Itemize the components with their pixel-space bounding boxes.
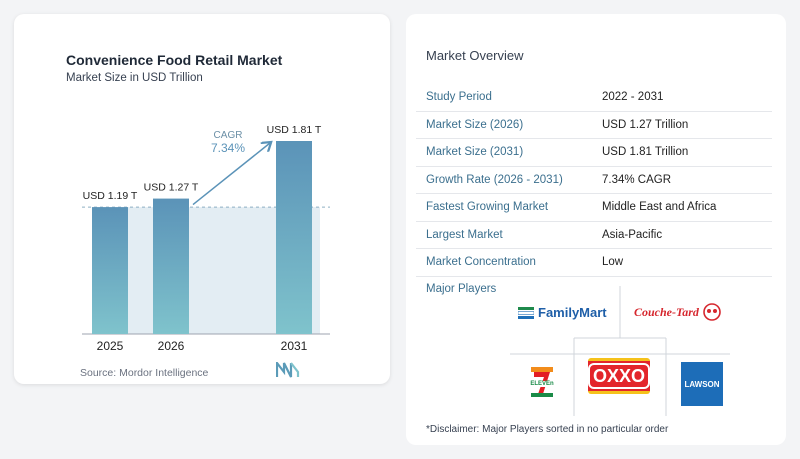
bar-2026 (153, 198, 189, 334)
overview-table: Study Period 2022 - 2031 Market Size (202… (416, 84, 772, 277)
couche-tard-logo: Couche-Tard (634, 303, 722, 321)
lawson-logo: LAWSON (681, 362, 723, 406)
seven-eleven-icon (530, 367, 554, 397)
data-label-2025: USD 1.19 T (83, 190, 138, 202)
source-note: Source: Mordor Intelligence (80, 367, 209, 379)
oxxo-logo: OXXO (588, 358, 651, 394)
data-label-2031: USD 1.81 T (267, 124, 322, 136)
bar-2031 (276, 141, 312, 334)
owl-icon (703, 303, 721, 321)
familymart-logo: FamilyMart (518, 305, 607, 320)
chart-title: Convenience Food Retail Market (66, 52, 283, 68)
cagr-label: CAGR (214, 130, 243, 141)
cagr-value: 7.34% (211, 141, 245, 155)
major-players-title: Major Players (426, 283, 497, 295)
table-row: Study Period 2022 - 2031 (416, 84, 772, 112)
data-label-2026: USD 1.27 T (144, 182, 199, 194)
players-grid (510, 286, 730, 416)
familymart-stripes-icon (518, 306, 534, 319)
mordor-logo-icon (276, 362, 300, 378)
table-row: Growth Rate (2026 - 2031) 7.34% CAGR (416, 166, 772, 194)
x-tick-2031: 2031 (281, 339, 308, 353)
seven-eleven-logo: ELEVEn (528, 367, 556, 399)
table-row: Market Size (2031) USD 1.81 Trillion (416, 138, 772, 167)
overview-title: Market Overview (426, 48, 524, 63)
x-tick-2025: 2025 (97, 339, 124, 353)
x-tick-2026: 2026 (158, 339, 185, 353)
table-row: Market Concentration Low (416, 248, 772, 277)
table-row: Fastest Growing Market Middle East and Af… (416, 193, 772, 222)
table-row: Market Size (2026) USD 1.27 Trillion (416, 111, 772, 139)
disclaimer: *Disclaimer: Major Players sorted in no … (426, 424, 669, 435)
table-row: Largest Market Asia-Pacific (416, 221, 772, 249)
bar-2025 (92, 207, 128, 334)
bar-chart: USD 1.19 T 2025 USD 1.27 T 2026 USD 1.81 T 20… (82, 124, 330, 353)
cagr-arrow (192, 143, 270, 206)
chart-subtitle: Market Size in USD Trillion (66, 72, 203, 84)
